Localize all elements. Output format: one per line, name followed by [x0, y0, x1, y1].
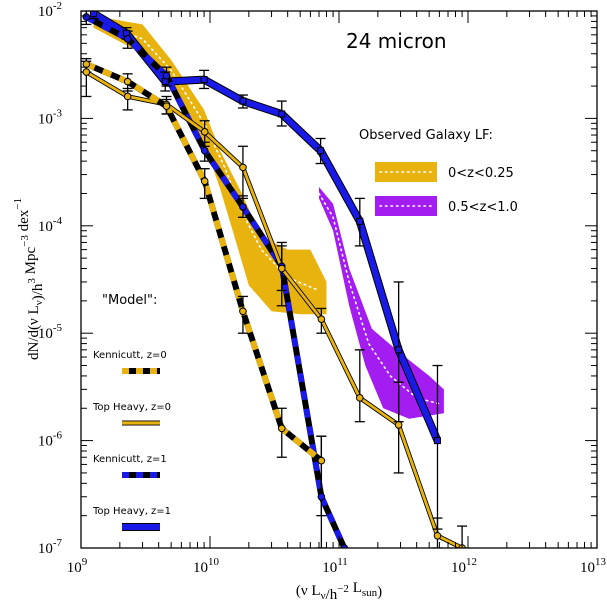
x-tick-label: 1011	[322, 556, 348, 576]
data-point	[82, 13, 91, 21]
data-point	[278, 110, 286, 118]
y-axis-label: dN/d(ν Lν)/h3 Mpc−3 dex−1	[12, 198, 46, 360]
y-tick-label: 10-3	[38, 107, 63, 127]
model-legend-label: Kennicutt, z=1	[93, 454, 167, 465]
data-point	[277, 424, 286, 433]
data-point	[200, 146, 209, 155]
series-line-dash	[84, 14, 348, 548]
data-point	[239, 163, 247, 172]
observed-legend-label: 0.5<z<1.0	[448, 200, 518, 215]
data-point	[239, 97, 247, 105]
data-point	[277, 264, 286, 273]
y-tick-label: 10-6	[38, 430, 63, 450]
x-axis-label: (ν Lν/h−2 Lsun)	[296, 580, 382, 603]
data-point	[82, 60, 91, 68]
axis-ticks	[80, 10, 598, 549]
plot-frame	[80, 10, 598, 549]
observed-band-median	[92, 20, 320, 292]
observed-band	[93, 15, 327, 315]
data-point	[123, 92, 132, 101]
model-legend-heading: "Model":	[102, 293, 157, 308]
data-point	[162, 102, 171, 110]
y-tick-labels: 10-7 10-6 10-5 10-4 10-3 10-2	[38, 0, 63, 557]
data-point	[317, 492, 326, 501]
data-point	[394, 421, 403, 429]
data-point	[90, 11, 98, 17]
data-point	[161, 78, 169, 86]
data-point	[239, 203, 247, 211]
x-tick-label: 109	[67, 556, 88, 576]
y-tick-label: 10-7	[38, 537, 63, 557]
data-point	[317, 147, 325, 155]
observed-legend-swatch	[375, 196, 437, 216]
model-legend-label: Top Heavy, z=1	[92, 506, 171, 517]
observed-legend: Observed Galaxy LF: 0<z<0.25 0.5<z<1.0	[359, 128, 518, 216]
data-point	[200, 177, 209, 186]
data-point	[162, 71, 171, 80]
data-point	[123, 35, 132, 43]
observed-legend-heading: Observed Galaxy LF:	[359, 128, 493, 143]
data-point	[82, 68, 91, 76]
model-legend-label: Kennicutt, z=0	[93, 350, 167, 361]
data-point	[317, 456, 326, 465]
data-point	[356, 217, 364, 225]
x-tick-label: 1013	[580, 556, 607, 576]
x-tick-label: 1012	[451, 556, 477, 576]
x-tick-label: 1010	[193, 556, 220, 576]
data-point	[317, 315, 326, 324]
observed-band	[319, 187, 444, 419]
data-point	[123, 77, 132, 86]
data-point	[433, 437, 441, 445]
data-point	[239, 307, 247, 316]
data-point	[356, 394, 364, 402]
model-legend-label: Top Heavy, z=0	[92, 402, 171, 413]
x-tick-labels: 109 1010 1011 1012 1013	[67, 556, 607, 576]
observed-legend-swatch	[375, 162, 437, 182]
model-legend: "Model": Kennicutt, z=0 Top Heavy, z=0 Ken…	[92, 293, 171, 531]
y-tick-label: 10-4	[38, 215, 63, 235]
observed-legend-label: 0<z<0.25	[448, 166, 514, 181]
chart-title: 24 micron	[346, 29, 447, 53]
data-point	[395, 346, 403, 354]
data-point	[340, 544, 349, 548]
model-series	[81, 11, 468, 548]
data-point	[200, 128, 209, 136]
plot-area	[81, 11, 597, 548]
y-tick-label: 10-5	[38, 322, 63, 342]
y-tick-label: 10-2	[38, 0, 62, 20]
data-point	[200, 76, 208, 84]
data-point	[433, 531, 442, 540]
